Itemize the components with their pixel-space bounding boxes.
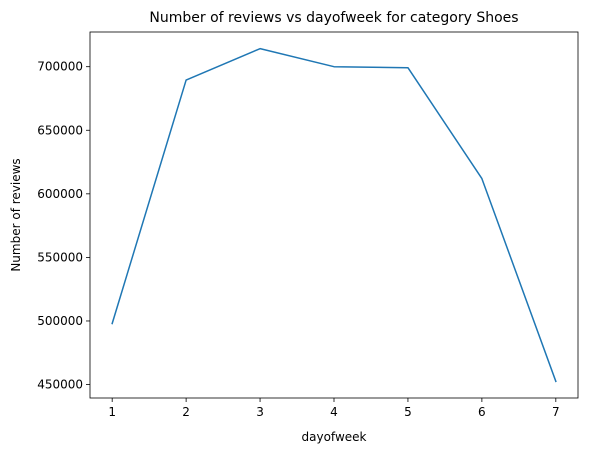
series-line-0 xyxy=(111,47,557,383)
x-tick-label: 3 xyxy=(256,405,264,419)
y-tick-label: 550000 xyxy=(37,250,83,264)
x-axis-label: dayofweek xyxy=(302,430,367,444)
y-axis: 450000 500000 550000 600000 650000 700000 xyxy=(37,60,90,392)
x-tick-label: 6 xyxy=(478,405,486,419)
x-tick-label: 5 xyxy=(404,405,412,419)
x-tick-label: 7 xyxy=(552,405,560,419)
x-tick-label: 2 xyxy=(182,405,190,419)
y-tick-label: 450000 xyxy=(37,378,83,392)
axes-frame xyxy=(89,31,579,399)
x-axis: 1 2 3 4 5 6 7 xyxy=(108,398,560,419)
y-tick-label: 650000 xyxy=(37,123,83,137)
chart-title: Number of reviews vs dayofweek for categ… xyxy=(149,10,518,26)
x-tick-label: 1 xyxy=(108,405,116,419)
y-tick-label: 700000 xyxy=(37,60,83,74)
y-axis-label: Number of reviews xyxy=(9,158,23,271)
y-tick-label: 500000 xyxy=(37,314,83,328)
x-tick-label: 4 xyxy=(330,405,338,419)
y-tick-label: 600000 xyxy=(37,187,83,201)
series-layer xyxy=(111,47,557,383)
